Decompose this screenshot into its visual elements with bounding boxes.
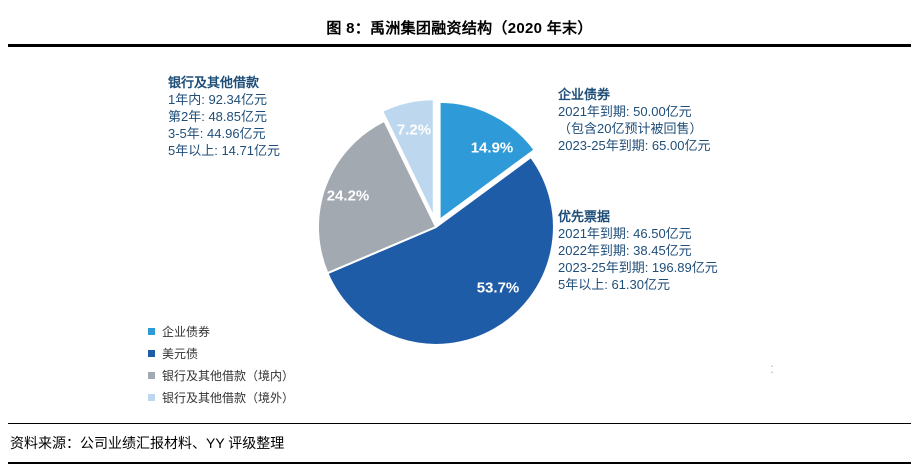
source-note: 资料来源：公司业绩汇报材料、YY 评级整理 xyxy=(10,435,285,451)
legend-label: 美元债 xyxy=(162,346,199,361)
annotation-senior-line: 5年以上: 61.30亿元 xyxy=(558,277,670,292)
annotation-senior-title: 优先票据 xyxy=(558,209,611,224)
annotation-senior-notes: 优先票据 2021年到期: 46.50亿元 2022年到期: 38.45亿元 2… xyxy=(558,208,718,293)
pie-percent-label: 14.9% xyxy=(471,140,514,157)
annotation-bank-borrowings: 银行及其他借款 1年内: 92.34亿元 第2年: 48.85亿元 3-5年: … xyxy=(168,74,280,159)
pie-percent-label: 7.2% xyxy=(397,122,431,139)
top-rule xyxy=(8,44,911,47)
legend-item: 银行及其他借款（境内） xyxy=(148,364,294,386)
annotation-corporate-bonds: 企业债券 2021年到期: 50.00亿元 （包含20亿预计被回售） 2023-… xyxy=(558,86,710,154)
legend-label: 企业债券 xyxy=(162,324,211,339)
annotation-bank-title: 银行及其他借款 xyxy=(168,75,260,90)
stray-mark: : xyxy=(770,360,774,376)
mid-rule xyxy=(8,423,911,424)
annotation-corporate-line: 2021年到期: 50.00亿元 xyxy=(558,104,692,119)
annotation-corporate-line: （包含20亿预计被回售） xyxy=(558,121,703,136)
pie-percent-label: 24.2% xyxy=(327,188,370,205)
pie-percent-label: 53.7% xyxy=(477,280,520,297)
annotation-bank-line: 5年以上: 14.71亿元 xyxy=(168,143,280,158)
pie-slice-2 xyxy=(326,156,555,346)
legend-item: 企业债券 xyxy=(148,320,294,342)
pie-slice-3 xyxy=(317,119,437,275)
legend-swatch xyxy=(148,371,155,379)
pie-slice-4 xyxy=(381,98,435,219)
legend-item: 美元债 xyxy=(148,342,294,364)
legend-label: 银行及其他借款（境外） xyxy=(162,390,295,405)
legend-label: 银行及其他借款（境内） xyxy=(162,368,295,383)
annotation-bank-line: 第2年: 48.85亿元 xyxy=(168,109,267,124)
annotation-senior-line: 2021年到期: 46.50亿元 xyxy=(558,226,692,241)
annotation-corporate-title: 企业债券 xyxy=(558,87,611,102)
pie-slice-1 xyxy=(438,100,536,221)
legend-item: 银行及其他借款（境外） xyxy=(148,386,294,408)
legend-swatch xyxy=(148,349,155,357)
annotation-bank-line: 1年内: 92.34亿元 xyxy=(168,92,267,107)
legend-swatch xyxy=(148,393,155,401)
legend: 企业债券美元债银行及其他借款（境内） 银行及其他借款（境外） xyxy=(148,320,294,408)
legend-swatch xyxy=(148,327,155,335)
annotation-senior-line: 2023-25年到期: 196.89亿元 xyxy=(558,260,718,275)
annotation-bank-line: 3-5年: 44.96亿元 xyxy=(168,126,266,141)
annotation-senior-line: 2022年到期: 38.45亿元 xyxy=(558,243,692,258)
bottom-rule xyxy=(8,462,911,464)
figure-title: 图 8：禹洲集团融资结构（2020 年末） xyxy=(326,20,593,37)
annotation-corporate-line: 2023-25年到期: 65.00亿元 xyxy=(558,138,711,153)
